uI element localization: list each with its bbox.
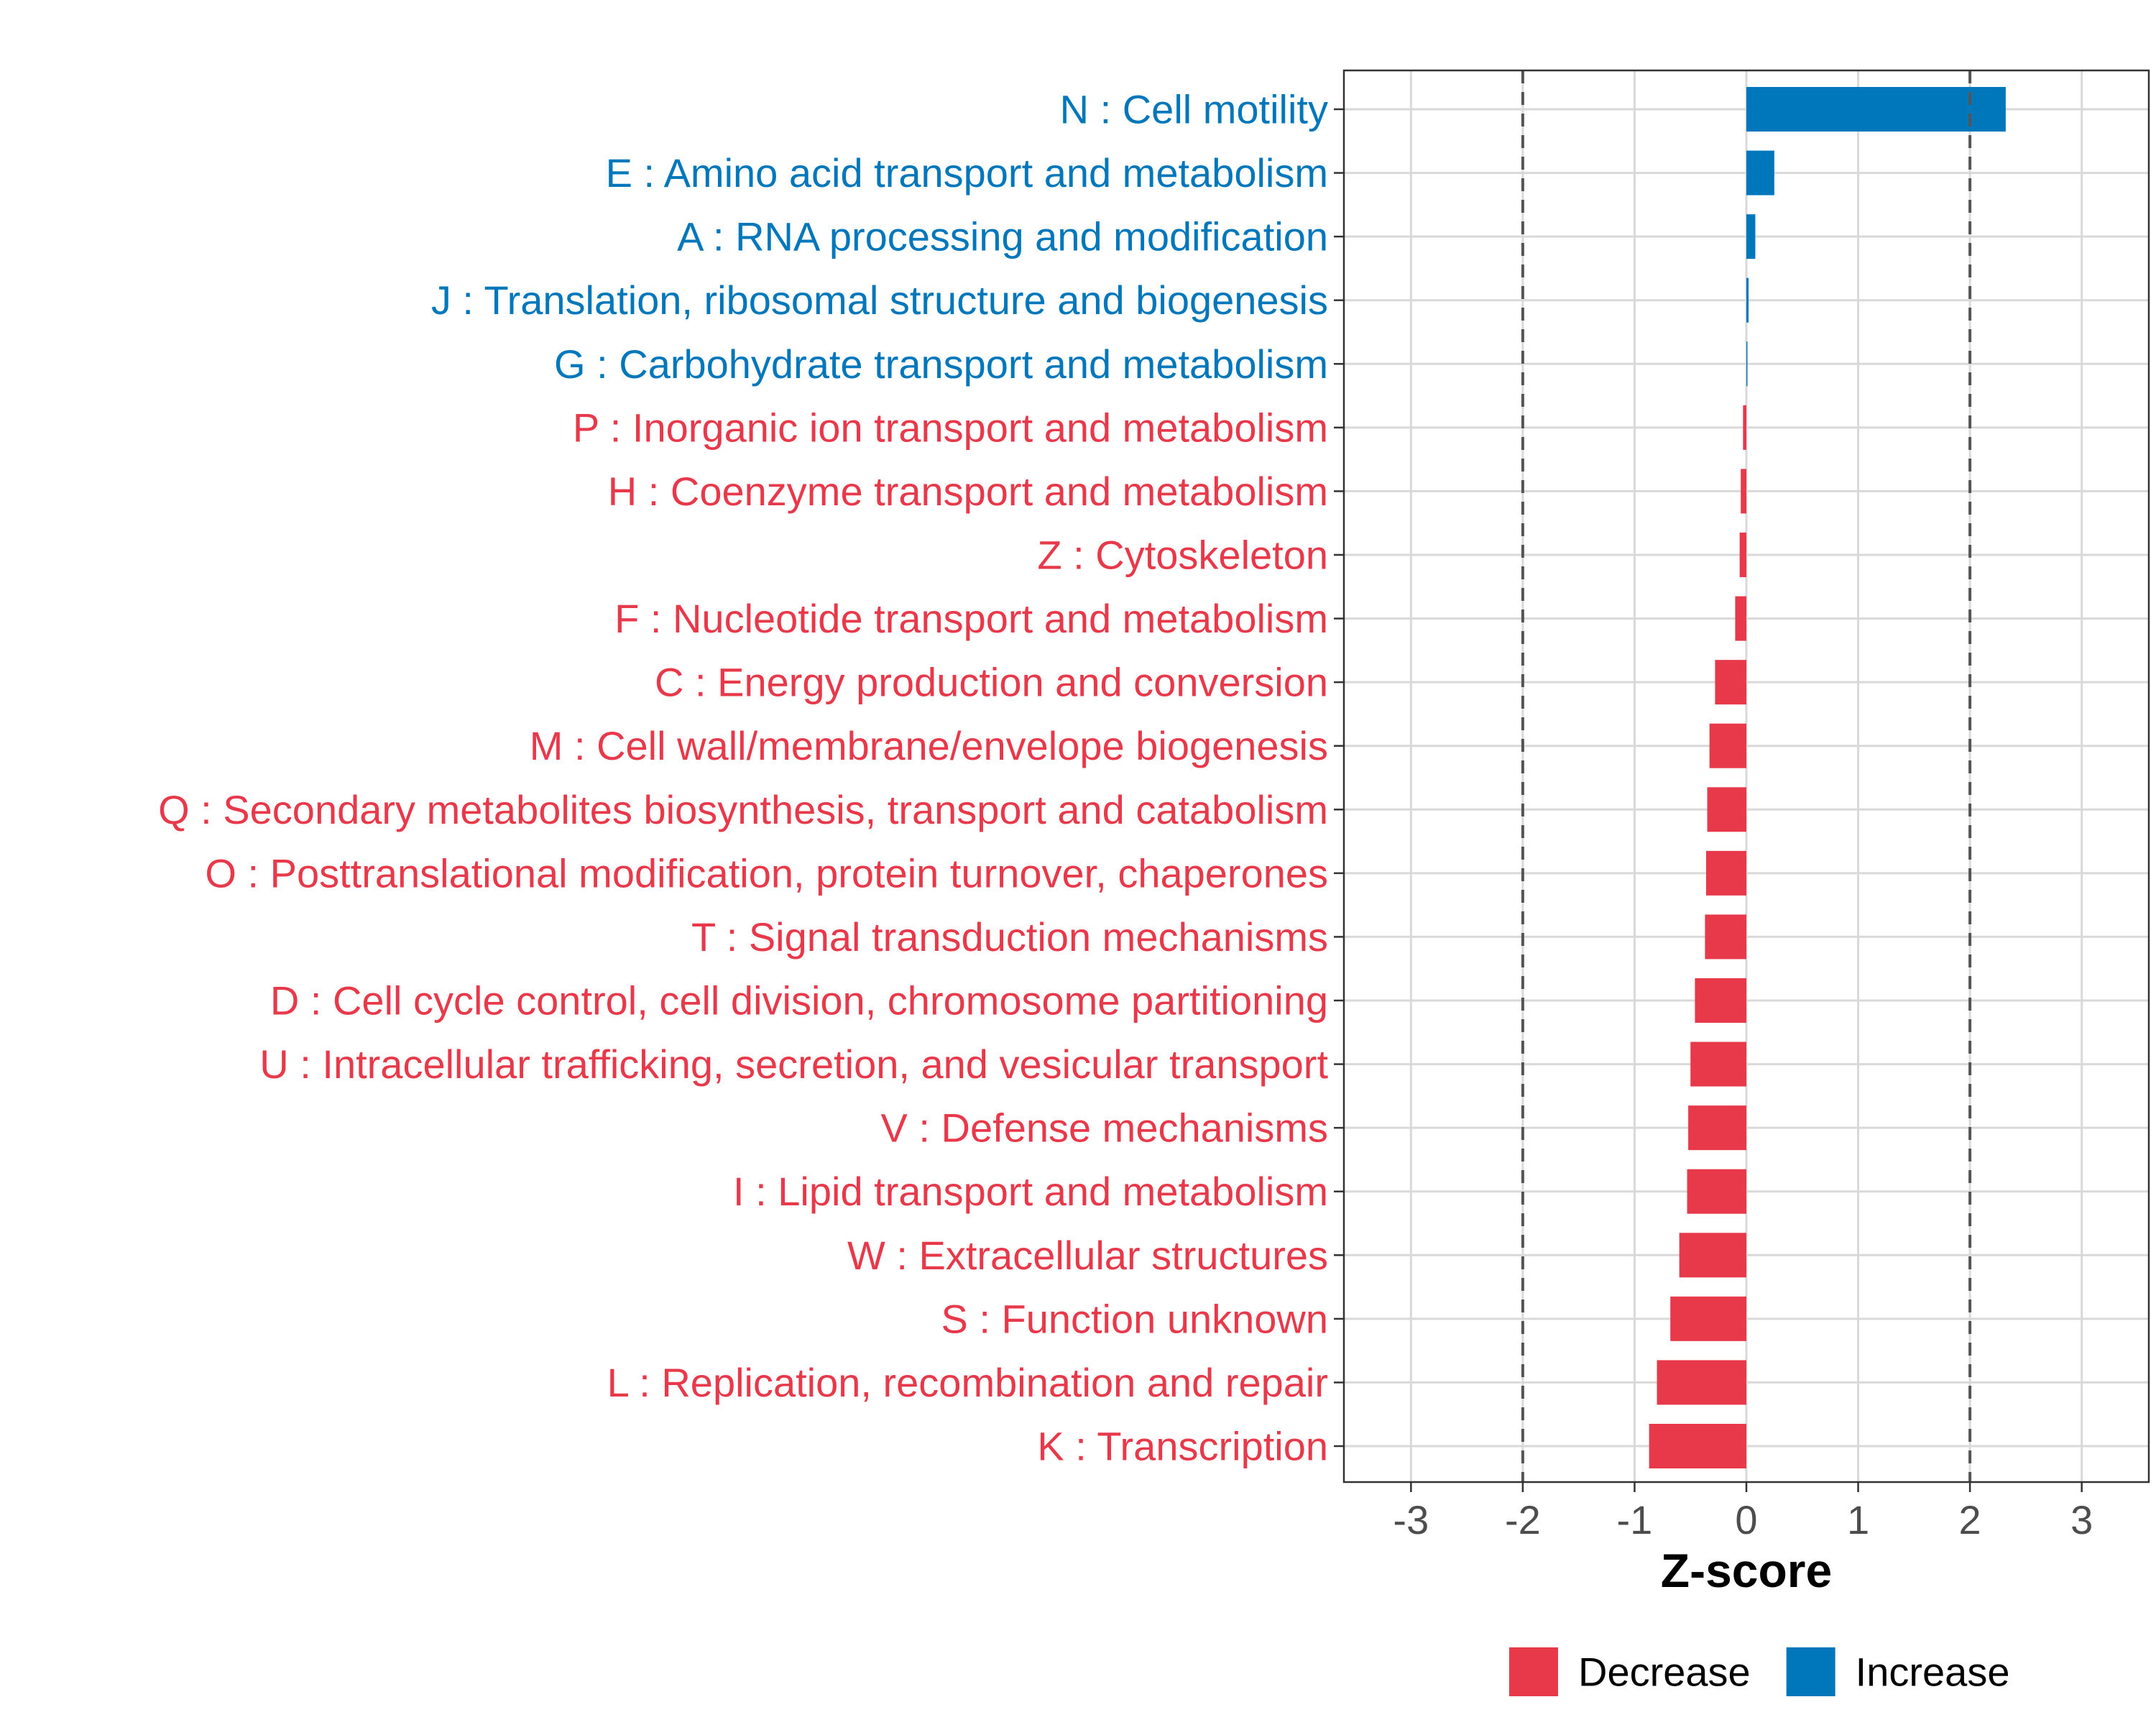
category-label: T : Signal transduction mechanisms xyxy=(691,914,1328,960)
category-label: O : Posttranslational modification, prot… xyxy=(205,850,1328,896)
category-label: C : Energy production and conversion xyxy=(655,660,1328,705)
category-label: K : Transcription xyxy=(1037,1424,1328,1469)
category-label: D : Cell cycle control, cell division, c… xyxy=(270,978,1328,1024)
x-tick-label: -3 xyxy=(1393,1497,1429,1542)
category-label: H : Coenzyme transport and metabolism xyxy=(608,469,1328,514)
bar xyxy=(1707,787,1746,832)
bar xyxy=(1746,150,1774,196)
bar xyxy=(1688,1105,1746,1151)
legend-swatch xyxy=(1509,1647,1558,1696)
bar xyxy=(1690,1041,1746,1087)
bar xyxy=(1715,660,1746,705)
x-tick-label: 0 xyxy=(1735,1497,1757,1542)
category-label: Q : Secondary metabolites biosynthesis, … xyxy=(158,787,1328,832)
y-axis-ticks xyxy=(1334,108,1344,1448)
category-label: I : Lipid transport and metabolism xyxy=(733,1169,1328,1214)
bar xyxy=(1739,533,1746,577)
x-axis-ticks: -3 -2 -1 0 1 2 3 xyxy=(1393,1482,2093,1542)
bar xyxy=(1735,596,1746,641)
bar xyxy=(1706,850,1746,896)
category-label: S : Function unknown xyxy=(941,1296,1328,1341)
bar xyxy=(1743,405,1746,450)
category-label: G : Carbohydrate transport and metabolis… xyxy=(554,341,1328,387)
x-tick-label: 3 xyxy=(2070,1497,2093,1542)
x-tick-label: 2 xyxy=(1959,1497,1981,1542)
bar xyxy=(1746,341,1748,387)
x-tick-label: -2 xyxy=(1505,1497,1541,1542)
x-tick-label: 1 xyxy=(1847,1497,1869,1542)
bar xyxy=(1649,1424,1746,1468)
category-label: W : Extracellular structures xyxy=(847,1233,1328,1278)
bar xyxy=(1679,1233,1746,1278)
category-label: U : Intracellular trafficking, secretion… xyxy=(259,1041,1328,1087)
threshold-layer xyxy=(1521,70,1972,1482)
category-label: Z : Cytoskeleton xyxy=(1037,533,1328,578)
y-axis-labels: N : Cell motility E : Amino acid transpor… xyxy=(158,87,1328,1469)
bar xyxy=(1705,914,1746,960)
bar xyxy=(1657,1360,1746,1405)
x-axis-title: Z-score xyxy=(1661,1544,1832,1597)
bar xyxy=(1741,469,1746,514)
bar xyxy=(1695,978,1746,1023)
bar xyxy=(1746,214,1756,259)
category-label: M : Cell wall/membrane/envelope biogenes… xyxy=(530,723,1328,768)
category-label: F : Nucleotide transport and metabolism xyxy=(614,596,1328,641)
bar xyxy=(1687,1169,1746,1214)
category-label: A : RNA processing and modification xyxy=(677,214,1328,259)
x-tick-label: -1 xyxy=(1617,1497,1653,1542)
legend-label: Decrease xyxy=(1578,1650,1751,1695)
legend: Decrease Increase xyxy=(1509,1647,2009,1696)
bar xyxy=(1670,1296,1746,1341)
category-label: E : Amino acid transport and metabolism xyxy=(606,150,1328,196)
bar xyxy=(1709,723,1746,768)
bars-layer xyxy=(1649,87,2006,1468)
category-label: P : Inorganic ion transport and metaboli… xyxy=(573,405,1328,450)
bar xyxy=(1746,277,1749,323)
legend-label: Increase xyxy=(1856,1650,2010,1695)
legend-swatch xyxy=(1786,1647,1835,1696)
category-label: L : Replication, recombination and repai… xyxy=(607,1360,1328,1405)
category-label: J : Translation, ribosomal structure and… xyxy=(431,277,1328,323)
bar xyxy=(1746,87,2006,132)
category-label: N : Cell motility xyxy=(1060,87,1328,132)
category-label: V : Defense mechanisms xyxy=(881,1105,1328,1151)
